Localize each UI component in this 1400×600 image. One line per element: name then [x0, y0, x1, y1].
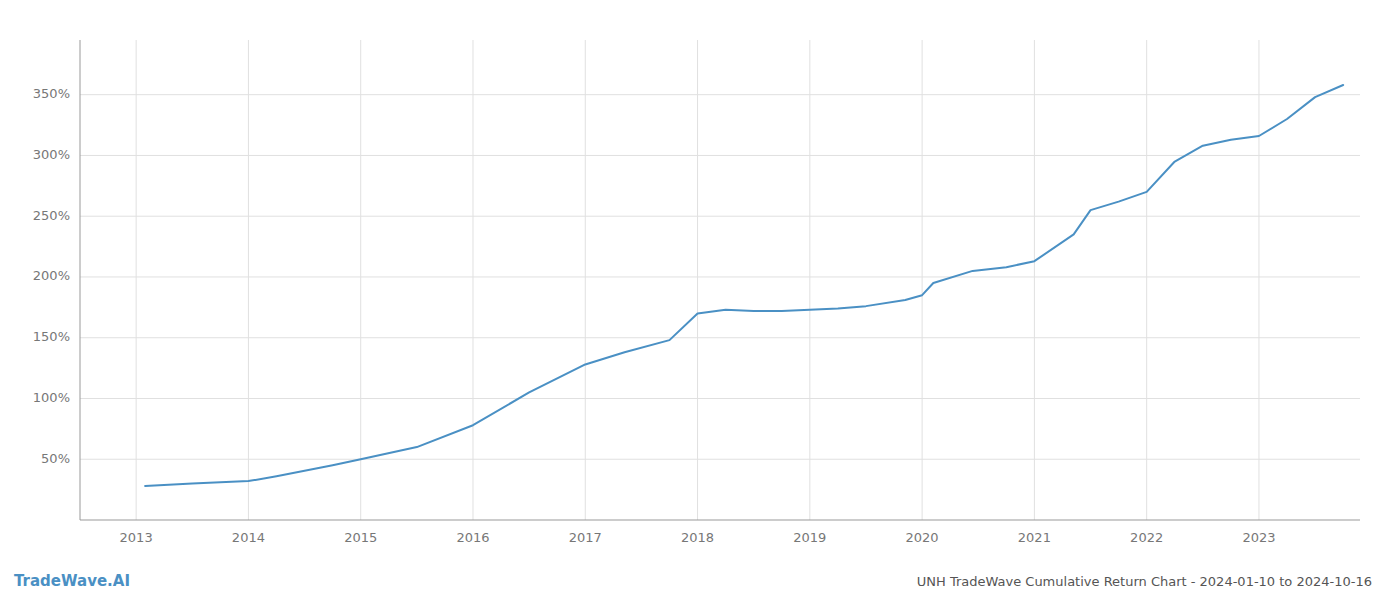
y-grid-line: [80, 276, 1360, 277]
x-tick-label: 2015: [344, 530, 377, 545]
y-tick-label: 100%: [33, 390, 70, 405]
chart-container: 50% 100% 150% 200% 250% 300% 350% 2013 2014 2015 2…: [0, 0, 1400, 600]
x-grid-line: [1258, 40, 1259, 520]
y-grid-line: [80, 155, 1360, 156]
y-tick-label: 150%: [33, 329, 70, 344]
x-grid-line: [585, 40, 586, 520]
x-grid-line: [809, 40, 810, 520]
plot-area: [145, 85, 1343, 486]
y-grid-line: [80, 216, 1360, 217]
x-tick-label: 2016: [456, 530, 489, 545]
y-grid-line: [80, 337, 1360, 338]
data-line: [145, 85, 1343, 486]
y-grid-line: [80, 398, 1360, 399]
y-axis-line: [80, 40, 81, 520]
y-tick-label: 200%: [33, 268, 70, 283]
x-tick-label: 2020: [906, 530, 939, 545]
grid: [80, 40, 1360, 520]
x-grid-line: [1034, 40, 1035, 520]
x-grid-line: [472, 40, 473, 520]
x-tick-label: 2017: [569, 530, 602, 545]
x-tick-label: 2018: [681, 530, 714, 545]
x-tick-label: 2014: [232, 530, 265, 545]
x-grid-line: [697, 40, 698, 520]
x-tick-label: 2022: [1130, 530, 1163, 545]
x-axis-line: [80, 520, 1360, 521]
chart-title: UNH TradeWave Cumulative Return Chart - …: [917, 574, 1372, 589]
y-grid-line: [80, 94, 1360, 95]
x-grid-line: [136, 40, 137, 520]
watermark: TradeWave.AI: [14, 572, 130, 590]
x-grid-line: [1146, 40, 1147, 520]
x-grid-line: [360, 40, 361, 520]
tick-labels: 50% 100% 150% 200% 250% 300% 350% 2013 2014 2015 2…: [33, 86, 1276, 545]
y-tick-label: 350%: [33, 86, 70, 101]
y-grid-line: [80, 459, 1360, 460]
x-tick-label: 2021: [1018, 530, 1051, 545]
chart-svg: 50% 100% 150% 200% 250% 300% 350% 2013 2014 2015 2…: [0, 0, 1400, 600]
y-tick-label: 50%: [41, 451, 70, 466]
x-grid-line: [248, 40, 249, 520]
y-tick-label: 250%: [33, 208, 70, 223]
y-tick-label: 300%: [33, 147, 70, 162]
x-tick-label: 2019: [793, 530, 826, 545]
x-grid-line: [922, 40, 923, 520]
x-tick-label: 2023: [1242, 530, 1275, 545]
x-tick-label: 2013: [120, 530, 153, 545]
